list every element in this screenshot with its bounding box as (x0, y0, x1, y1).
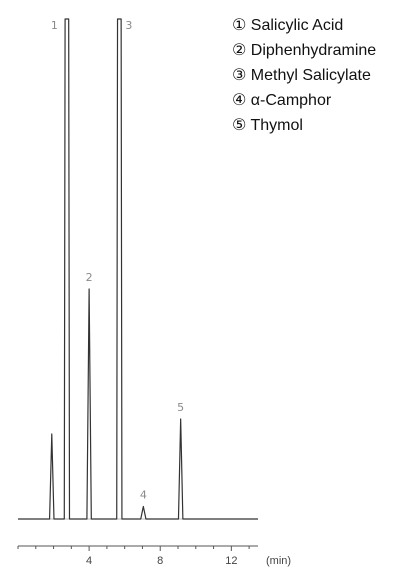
peak-label-3: 3 (125, 19, 132, 32)
legend-item: ① Salicylic Acid (232, 17, 344, 34)
x-axis-ticks: 4 8 12 (17, 546, 250, 567)
chromatogram-trace (18, 18, 258, 520)
peak-label-5: 5 (177, 401, 184, 414)
peak-label-2: 2 (86, 271, 93, 284)
peak-label-4: 4 (140, 489, 147, 502)
x-axis-unit-label: (min) (266, 555, 291, 567)
peak-label-1: 1 (51, 19, 58, 32)
x-tick-label: 8 (157, 555, 163, 567)
x-tick-label: 4 (86, 555, 92, 567)
legend-item: ⑤ Thymol (232, 117, 303, 134)
peak-labels: 1 2 3 4 5 (51, 19, 184, 502)
legend: ① Salicylic Acid ② Diphenhydramine ③ Met… (232, 13, 376, 138)
legend-item: ④ α-Camphor (232, 92, 332, 109)
legend-item: ② Diphenhydramine (232, 42, 377, 59)
x-tick-label: 12 (225, 555, 237, 567)
legend-item: ③ Methyl Salicylate (232, 67, 371, 84)
